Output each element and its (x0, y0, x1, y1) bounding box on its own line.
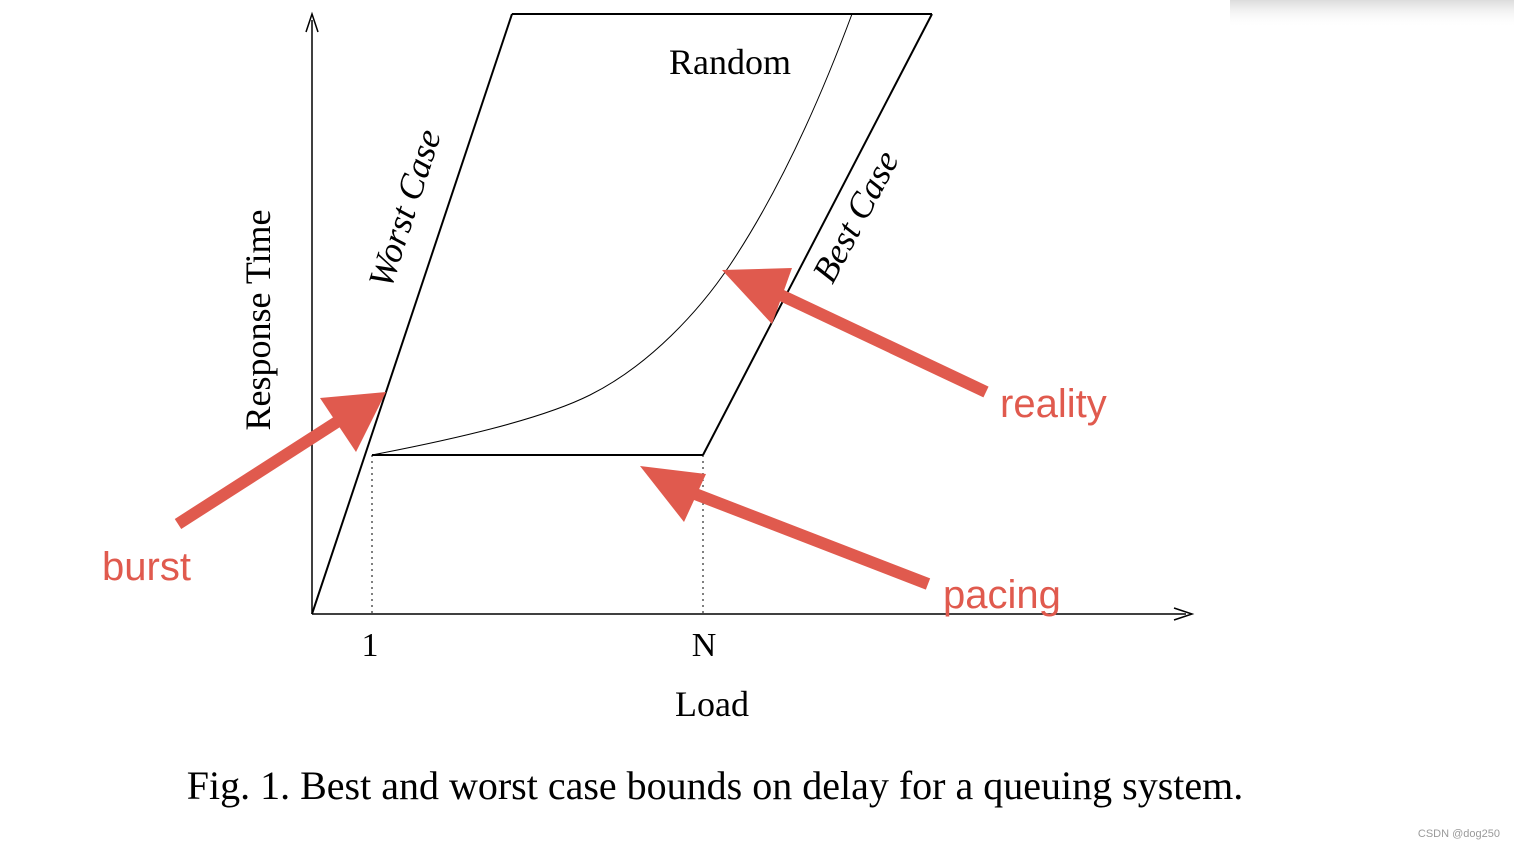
x-axis-arrowhead (1173, 607, 1195, 621)
reality-label: reality (1000, 382, 1107, 426)
tick-label-1: 1 (362, 627, 379, 664)
pacing-arrow (640, 466, 931, 590)
x-axis-label: Load (675, 684, 749, 724)
y-axis-arrowhead (305, 11, 319, 33)
burst-arrow (174, 392, 386, 530)
pacing-label: pacing (943, 573, 1061, 617)
random-label: Random (669, 42, 791, 82)
watermark: CSDN @dog250 (1417, 828, 1500, 840)
worst-case-line (311, 13, 513, 615)
random-reality-curve (371, 13, 853, 456)
best-case-label: Best Case (804, 144, 906, 289)
worst-case-label: Worst Case (360, 124, 449, 292)
tick-label-n: N (692, 627, 717, 664)
best-case-line (702, 13, 933, 456)
y-axis-label: Response Time (238, 209, 278, 430)
corner-shadow (1230, 0, 1514, 28)
figure-caption: Fig. 1. Best and worst case bounds on de… (186, 763, 1244, 808)
burst-label: burst (102, 545, 191, 589)
reality-arrow (722, 268, 989, 398)
